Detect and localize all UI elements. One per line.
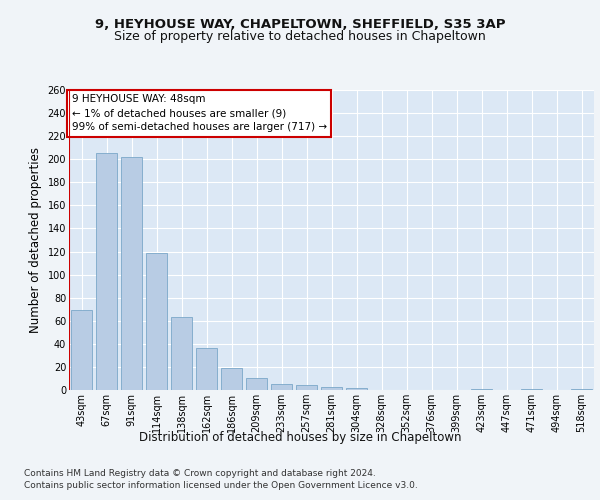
Bar [246, 378, 267, 390]
Bar [271, 384, 292, 390]
Bar [121, 157, 142, 390]
Text: Distribution of detached houses by size in Chapeltown: Distribution of detached houses by size … [139, 431, 461, 444]
Bar [171, 318, 192, 390]
Bar [346, 388, 367, 390]
Bar [471, 389, 492, 390]
Bar [96, 154, 117, 390]
Bar [571, 389, 592, 390]
Bar [521, 389, 542, 390]
Bar [296, 386, 317, 390]
Bar [71, 310, 92, 390]
Bar [321, 386, 342, 390]
Text: Contains public sector information licensed under the Open Government Licence v3: Contains public sector information licen… [24, 480, 418, 490]
Text: 9, HEYHOUSE WAY, CHAPELTOWN, SHEFFIELD, S35 3AP: 9, HEYHOUSE WAY, CHAPELTOWN, SHEFFIELD, … [95, 18, 505, 30]
Text: 9 HEYHOUSE WAY: 48sqm
← 1% of detached houses are smaller (9)
99% of semi-detach: 9 HEYHOUSE WAY: 48sqm ← 1% of detached h… [71, 94, 327, 132]
Bar [146, 252, 167, 390]
Text: Contains HM Land Registry data © Crown copyright and database right 2024.: Contains HM Land Registry data © Crown c… [24, 470, 376, 478]
Bar [221, 368, 242, 390]
Bar [196, 348, 217, 390]
Y-axis label: Number of detached properties: Number of detached properties [29, 147, 42, 333]
Text: Size of property relative to detached houses in Chapeltown: Size of property relative to detached ho… [114, 30, 486, 43]
